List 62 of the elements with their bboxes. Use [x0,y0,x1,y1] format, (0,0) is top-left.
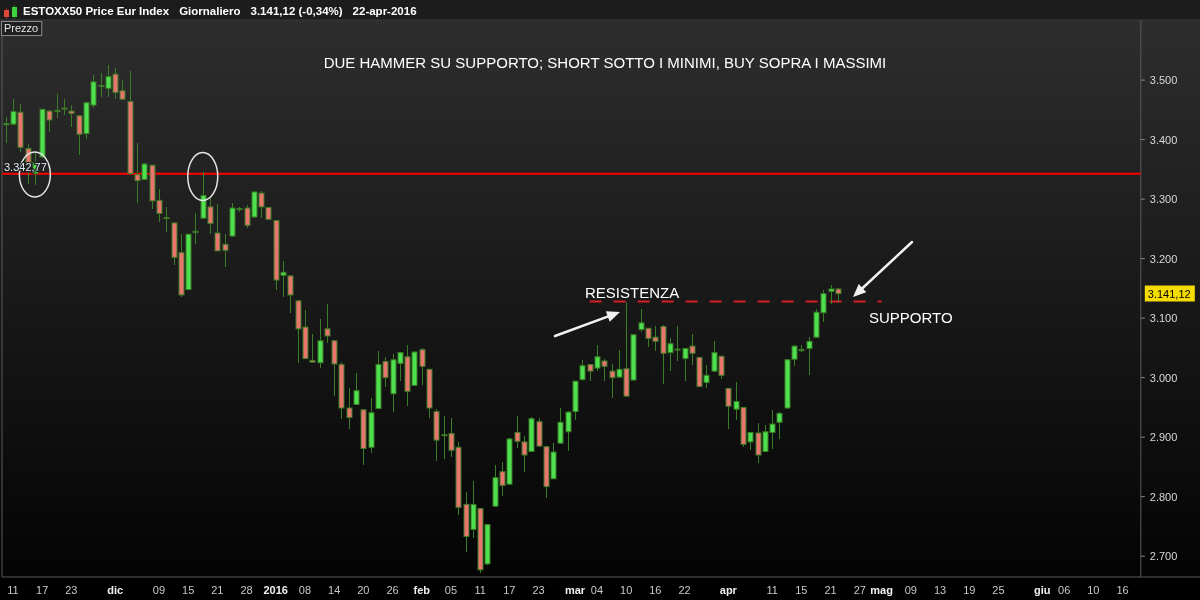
x-tick-label: 21 [824,584,837,596]
x-tick-label: 11 [7,584,19,596]
y-tick-label: 3.000 [1149,371,1178,384]
chart-subtitle: Giornaliero [179,5,241,17]
x-tick-label: 10 [1087,584,1100,596]
x-tick-label: 05 [444,584,458,596]
y-tick-label: 3.500 [1149,74,1178,87]
x-tick-label: 16 [1116,584,1129,596]
y-tick-label: 3.300 [1149,193,1178,206]
x-tick-label: 22 [678,584,691,596]
annotation: DUE HAMMER SU SUPPORTO; SHORT SOTTO I MINIMI, BUY SOPRA I MASSIMI [323,54,887,71]
x-tick-label: 28 [240,584,253,596]
x-tick-label: 16 [649,584,662,596]
x-tick-label: 09 [152,584,166,596]
candlestick [68,104,75,128]
x-tick-label: 13 [933,584,947,596]
x-tick-label: 11 [474,584,486,596]
candlestick [192,212,199,245]
x-tick-label: giu [1034,584,1051,596]
x-tick-label: 06 [1058,584,1071,596]
candlestick [776,411,783,440]
x-tick-label: 14 [328,584,341,596]
candlestick [163,206,170,233]
x-tick-label: 04 [590,584,604,596]
annotation: SUPPORTO [869,309,953,326]
candlestick [353,372,360,406]
x-tick-label: 17 [503,584,516,596]
y-tick-label: 3.100 [1149,312,1178,325]
x-tick-label: 10 [620,584,633,596]
text: 3.141,12 [1147,287,1191,300]
y-tick-label: 2.700 [1149,550,1178,563]
x-tick-label: 27 [853,584,866,596]
annotation: RESISTENZA [585,284,680,301]
text: 3.141,12 (-0,34%) [250,5,343,17]
x-tick-label: mag [870,584,893,596]
x-tick-label: 23 [65,584,78,596]
x-tick-label: 15 [182,584,195,596]
chart-title: ESTOXX50 Price Eur Index [23,5,170,17]
x-tick-label: 15 [795,584,808,596]
x-tick-label: feb [413,584,431,596]
y-axis-title: Prezzo [4,22,39,34]
x-tick-label: 20 [357,584,370,596]
x-tick-label: 23 [532,584,545,596]
x-tick-label: 17 [36,584,49,596]
x-tick-label: apr [719,584,738,596]
y-tick-label: 2.800 [1149,490,1178,503]
x-tick-label: 09 [904,584,917,596]
x-tick-label: 26 [386,584,399,596]
x-tick-label: 21 [211,584,224,596]
x-tick-label: mar [564,584,586,596]
y-tick-label: 3.400 [1149,133,1178,146]
x-tick-label: 2016 [263,584,288,596]
text: 22-apr-2016 [352,5,417,17]
candlestick [324,303,331,344]
x-tick-label: 19 [963,584,976,596]
x-tick-label: 25 [992,584,1005,596]
x-tick-label: 08 [298,584,312,596]
candlestick [806,336,813,376]
x-tick-label: dic [107,584,124,596]
y-tick-label: 2.900 [1149,431,1178,444]
y-tick-label: 3.200 [1149,252,1178,265]
x-tick-label: 11 [766,584,778,596]
